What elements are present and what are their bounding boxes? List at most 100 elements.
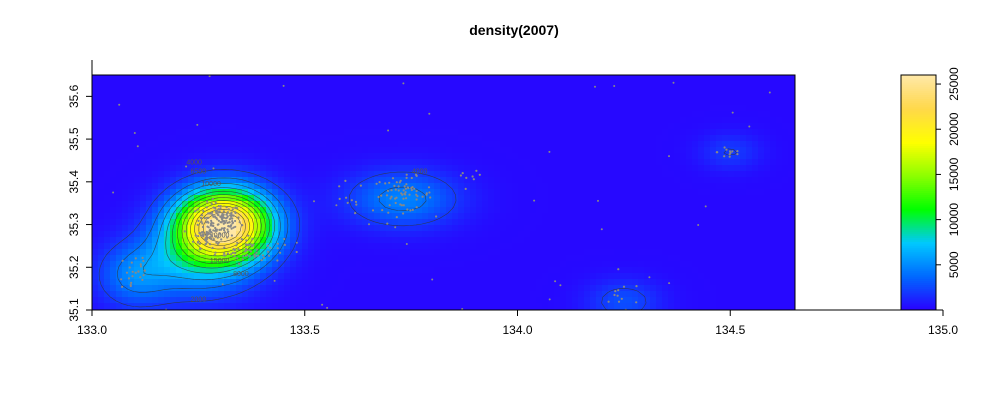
- observation-point: [198, 242, 201, 245]
- heatmap-cell: [446, 243, 453, 250]
- heatmap-cell: [218, 183, 225, 190]
- heatmap-cell: [632, 291, 639, 298]
- heatmap-cell: [188, 255, 195, 262]
- observation-point: [219, 205, 222, 208]
- heatmap-cell: [164, 147, 171, 154]
- heatmap-cell: [368, 231, 375, 238]
- heatmap-cell: [560, 201, 567, 208]
- heatmap-cell: [176, 267, 183, 274]
- heatmap-cell: [728, 189, 735, 196]
- heatmap-cell: [686, 213, 693, 220]
- heatmap-cell: [410, 183, 417, 190]
- heatmap-cell: [626, 213, 633, 220]
- heatmap-cell: [614, 291, 621, 298]
- heatmap-cell: [650, 177, 657, 184]
- heatmap-cell: [500, 201, 507, 208]
- heatmap-cell: [758, 255, 765, 262]
- heatmap-cell: [524, 207, 531, 214]
- heatmap-cell: [704, 303, 711, 310]
- observation-point: [244, 254, 247, 257]
- observation-point: [221, 212, 224, 215]
- heatmap-cell: [404, 225, 411, 232]
- heatmap-cell: [236, 297, 243, 304]
- heatmap-cell: [428, 303, 435, 310]
- heatmap-cell: [212, 285, 219, 292]
- heatmap-cell: [740, 261, 747, 268]
- observation-point: [206, 200, 209, 203]
- heatmap-cell: [590, 219, 597, 226]
- heatmap-cell: [518, 183, 525, 190]
- heatmap-cell: [764, 207, 771, 214]
- heatmap-cell: [110, 147, 117, 154]
- heatmap-cell: [320, 255, 327, 262]
- heatmap-cell: [500, 123, 507, 130]
- heatmap-cell: [716, 171, 723, 178]
- heatmap-cell: [410, 297, 417, 304]
- heatmap-cell: [134, 255, 141, 262]
- observation-point: [230, 215, 233, 218]
- heatmap-cell: [488, 291, 495, 298]
- heatmap-cell: [122, 285, 129, 292]
- heatmap-cell: [428, 171, 435, 178]
- heatmap-cell: [140, 93, 147, 100]
- heatmap-cell: [668, 165, 675, 172]
- heatmap-cell: [650, 93, 657, 100]
- heatmap-cell: [356, 123, 363, 130]
- heatmap-cell: [356, 183, 363, 190]
- heatmap-cell: [152, 153, 159, 160]
- heatmap-cell: [374, 129, 381, 136]
- heatmap-cell: [524, 279, 531, 286]
- heatmap-cell: [422, 99, 429, 106]
- heatmap-cell: [746, 279, 753, 286]
- heatmap-cell: [374, 249, 381, 256]
- heatmap-cell: [644, 195, 651, 202]
- heatmap-cell: [362, 255, 369, 262]
- heatmap-cell: [140, 105, 147, 112]
- heatmap-cell: [626, 285, 633, 292]
- heatmap-cell: [206, 273, 213, 280]
- heatmap-cell: [542, 177, 549, 184]
- heatmap-cell: [578, 159, 585, 166]
- heatmap-cell: [740, 159, 747, 166]
- heatmap-cell: [392, 129, 399, 136]
- heatmap-cell: [296, 177, 303, 184]
- heatmap-cell: [230, 93, 237, 100]
- heatmap-cell: [146, 285, 153, 292]
- heatmap-cell: [500, 99, 507, 106]
- heatmap-cell: [380, 243, 387, 250]
- heatmap-cell: [518, 279, 525, 286]
- heatmap-cell: [248, 153, 255, 160]
- heatmap-cell: [602, 93, 609, 100]
- heatmap-cell: [716, 195, 723, 202]
- heatmap-cell: [680, 129, 687, 136]
- heatmap-cell: [674, 267, 681, 274]
- heatmap-cell: [164, 279, 171, 286]
- heatmap-cell: [572, 249, 579, 256]
- heatmap-cell: [770, 105, 777, 112]
- heatmap-cell: [716, 99, 723, 106]
- observation-point: [230, 212, 233, 215]
- heatmap-cell: [566, 285, 573, 292]
- heatmap-cell: [608, 123, 615, 130]
- heatmap-cell: [308, 147, 315, 154]
- heatmap-cell: [614, 129, 621, 136]
- heatmap-cell: [206, 111, 213, 118]
- heatmap-cell: [320, 195, 327, 202]
- heatmap-cell: [242, 255, 249, 262]
- heatmap-cell: [170, 243, 177, 250]
- heatmap-cell: [200, 105, 207, 112]
- heatmap-cell: [716, 243, 723, 250]
- heatmap-cell: [710, 147, 717, 154]
- contour-line: [116, 177, 427, 293]
- heatmap-cell: [560, 189, 567, 196]
- heatmap-cell: [578, 87, 585, 94]
- observation-point: [238, 221, 241, 224]
- heatmap-cell: [410, 135, 417, 142]
- heatmap-cell: [710, 153, 717, 160]
- heatmap-cell: [770, 273, 777, 280]
- heatmap-cell: [530, 159, 537, 166]
- heatmap-cell: [710, 261, 717, 268]
- heatmap-cell: [338, 237, 345, 244]
- heatmap-cell: [602, 159, 609, 166]
- heatmap-cell: [422, 273, 429, 280]
